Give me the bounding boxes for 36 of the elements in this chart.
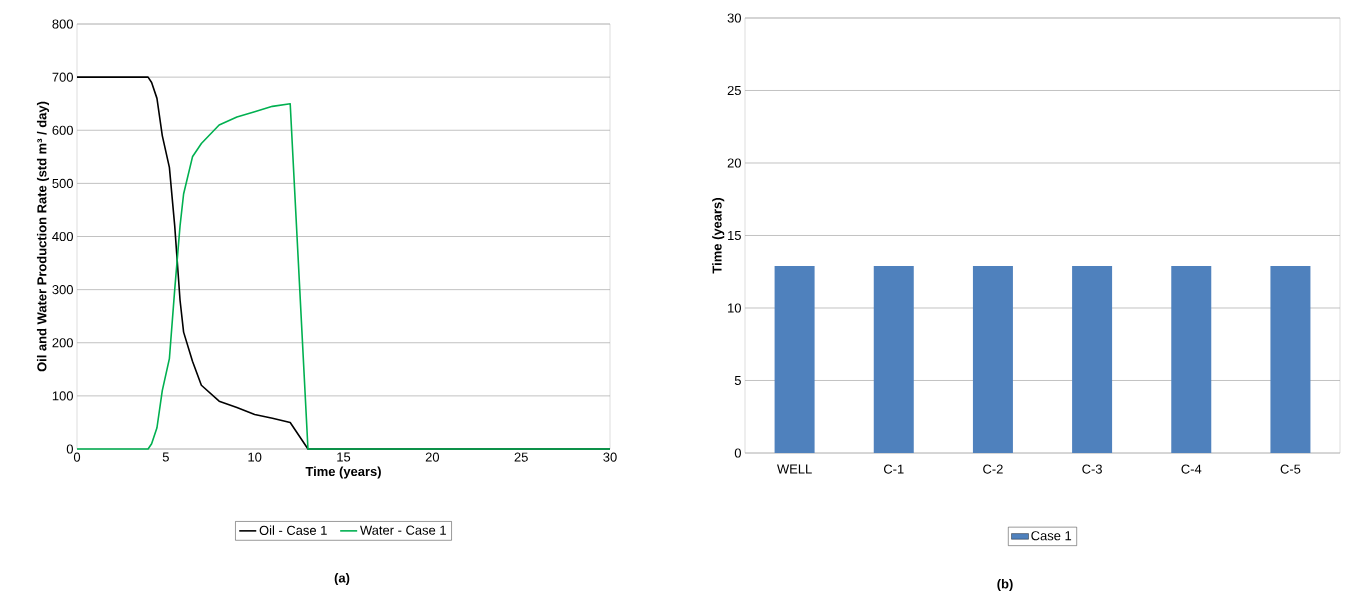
- y-tick-label: 5: [734, 375, 741, 386]
- text: (a): [334, 572, 350, 586]
- y-tick-label: 30: [727, 13, 741, 23]
- x-tick-label: 5: [162, 452, 169, 462]
- x-tick-label: 20: [425, 452, 440, 462]
- y-axis-title: Oil and Water Production Rate (std m³ / day): [36, 101, 50, 372]
- y-tick-label: 100: [52, 391, 73, 401]
- y-tick-label: 0: [66, 444, 73, 454]
- y-tick-label: 200: [52, 338, 73, 348]
- y-tick-label: 700: [52, 72, 73, 82]
- x-tick-label: C-1: [883, 464, 904, 474]
- y-tick-label: 25: [727, 85, 741, 96]
- x-tick-label: C-5: [1280, 464, 1301, 474]
- x-tick-label: 15: [337, 452, 351, 462]
- y-tick-label: 400: [52, 231, 73, 242]
- text: (b): [997, 578, 1013, 592]
- x-tick-label: C-4: [1181, 464, 1202, 474]
- x-tick-label: 25: [514, 452, 528, 462]
- y-tick-label: 800: [52, 19, 73, 29]
- x-tick-label: 10: [248, 452, 262, 462]
- y-tick-label: 15: [728, 230, 741, 241]
- legend-label: Oil - Case 1: [259, 525, 327, 535]
- y-tick-label: 600: [52, 125, 73, 135]
- x-tick-label: C-3: [1082, 464, 1102, 474]
- legend-label: Water - Case 1: [360, 525, 446, 535]
- x-tick-label: WELL: [777, 464, 812, 474]
- y-tick-label: 300: [52, 285, 73, 295]
- x-axis-title: Time (years): [305, 466, 381, 479]
- y-tick-label: 20: [727, 158, 741, 168]
- legend-label: Case 1: [1031, 531, 1072, 541]
- x-tick-label: C-2: [983, 464, 1003, 474]
- y-axis-title: Time (years): [712, 198, 725, 274]
- y-tick-label: 500: [52, 178, 73, 188]
- x-tick-label: 0: [73, 452, 81, 462]
- y-tick-label: 10: [728, 303, 741, 313]
- x-tick-label: 30: [603, 452, 617, 462]
